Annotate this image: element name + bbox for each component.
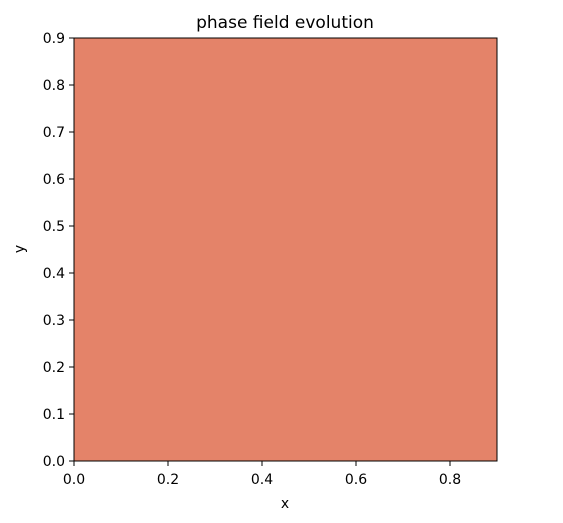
- axes-frame: [73, 37, 498, 462]
- plot-area: 0.0 0.2 0.4 0.6 0.8 0.0 0.1 0.2 0.3 0.4 0.5 0.6 0.7 0…: [43, 31, 498, 488]
- x-tick-label: 0.8: [439, 472, 461, 488]
- x-tick-label: 0.4: [251, 472, 273, 488]
- x-tick-label: 0.0: [63, 472, 85, 488]
- x-tick-label: 0.6: [345, 472, 367, 488]
- y-tick-label: 0.5: [43, 219, 65, 235]
- y-axis-label: y: [12, 245, 28, 253]
- chart-title: phase field evolution: [196, 13, 374, 33]
- phase-field-image: [74, 38, 497, 461]
- x-tick-label: 0.2: [157, 472, 179, 488]
- y-tick-label: 0.9: [43, 31, 65, 47]
- y-tick-label: 0.2: [43, 360, 65, 376]
- y-tick-label: 0.6: [43, 172, 65, 188]
- y-tick-label: 0.8: [43, 78, 65, 94]
- x-axis-label: x: [281, 496, 289, 512]
- y-tick-label: 0.0: [43, 454, 65, 470]
- y-tick-label: 0.4: [43, 266, 65, 282]
- y-tick-label: 0.3: [43, 313, 65, 329]
- y-tick-label: 0.7: [43, 125, 65, 141]
- y-tick-label: 0.1: [43, 407, 65, 423]
